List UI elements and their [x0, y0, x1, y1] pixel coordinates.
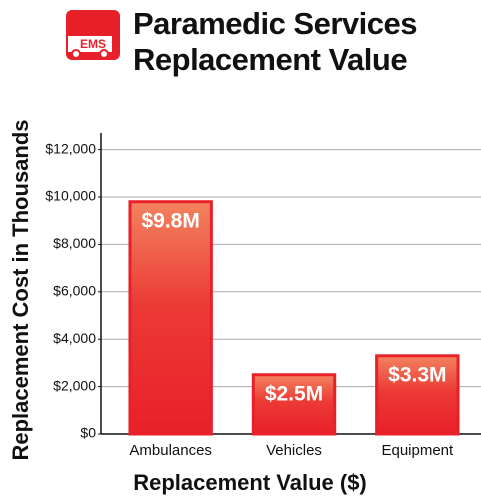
y-tick-label: $4,000 [53, 330, 96, 346]
bar [128, 200, 213, 436]
value-label: $9.8M [141, 209, 199, 232]
y-tick-label: $10,000 [45, 188, 96, 204]
bar [251, 373, 337, 436]
y-tick-label: $12,000 [45, 140, 96, 156]
chart-title: Paramedic Services Replacement Value [133, 6, 418, 77]
y-tick-label: $8,000 [53, 235, 96, 251]
ems-icon: EMS [66, 10, 120, 60]
y-axis-label: Replacement Cost in Thousands [8, 119, 33, 460]
value-label: $3.3M [388, 363, 446, 386]
y-tick-label: $0 [80, 425, 96, 441]
x-tick-label: Equipment [381, 442, 454, 459]
y-tick-label: $6,000 [53, 282, 96, 298]
x-axis-label: Replacement Value ($) [133, 470, 367, 495]
x-tick-label: Vehicles [266, 442, 322, 459]
value-label: $2.5M [265, 382, 323, 405]
bar [375, 354, 460, 436]
icon-text: EMS [80, 37, 106, 51]
x-tick-label: Ambulances [129, 442, 212, 459]
y-tick-label: $2,000 [53, 377, 96, 393]
